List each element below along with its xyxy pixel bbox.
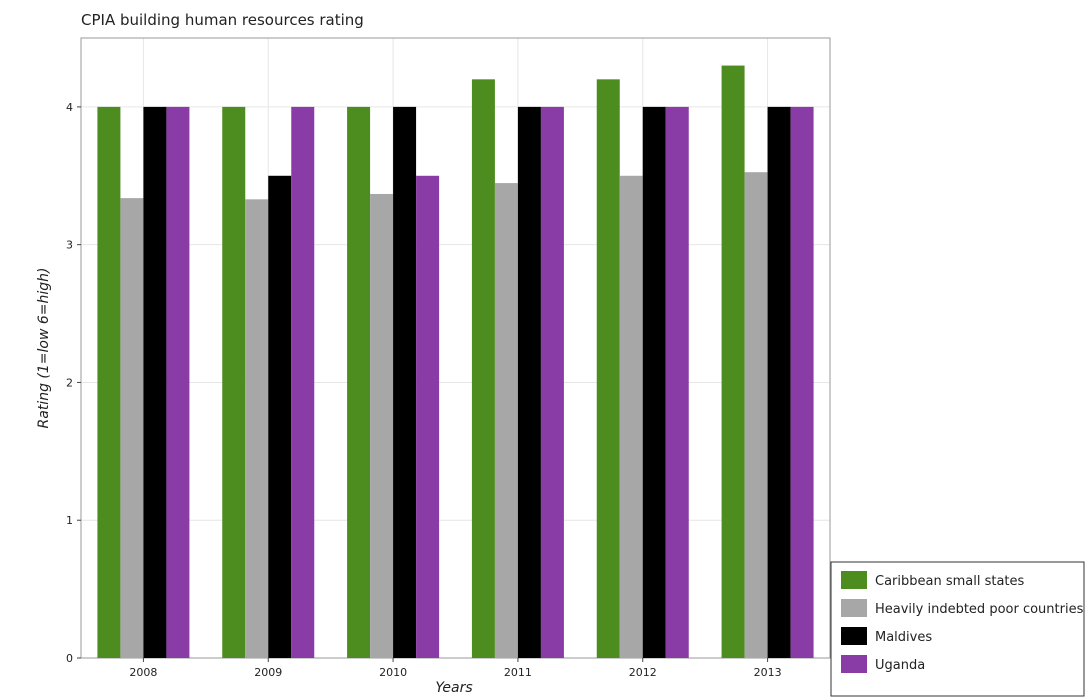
legend: Caribbean small states Heavily indebted p… — [830, 561, 1085, 697]
bar — [665, 106, 689, 658]
x-tick-label: 2010 — [379, 666, 407, 679]
plot-frame — [80, 37, 831, 659]
legend-swatch — [841, 599, 867, 617]
legend-swatch — [841, 571, 867, 589]
y-tick-label: 0 — [66, 652, 73, 665]
bar — [222, 106, 246, 658]
legend-label: Maldives — [875, 630, 932, 645]
bar — [619, 175, 643, 658]
x-tick-label: 2013 — [754, 666, 782, 679]
legend-label: Uganda — [875, 658, 925, 673]
bar — [540, 106, 564, 658]
chart-title: CPIA building human resources rating — [81, 11, 364, 29]
y-tick-label: 2 — [66, 376, 73, 389]
bar — [471, 79, 495, 659]
x-tick-label: 2008 — [129, 666, 157, 679]
legend-label: Caribbean small states — [875, 574, 1025, 589]
bar — [721, 65, 745, 659]
bar — [291, 106, 315, 658]
bar — [370, 193, 394, 658]
bar — [143, 106, 167, 658]
y-tick-label: 3 — [66, 239, 73, 252]
bar — [268, 175, 292, 658]
legend-box — [830, 561, 1085, 697]
bar — [120, 198, 144, 658]
bar — [97, 106, 121, 658]
grid-lines — [81, 38, 830, 659]
bar — [517, 106, 541, 658]
bar — [790, 106, 814, 658]
legend-swatch — [841, 627, 867, 645]
bar — [494, 183, 518, 658]
x-tick-label: 2011 — [504, 666, 532, 679]
x-axis-label: Years — [435, 680, 472, 696]
bar — [596, 79, 620, 659]
y-tick-label: 1 — [66, 514, 73, 527]
bar — [642, 106, 666, 658]
y-axis-label: Rating (1=low 6=high) — [36, 268, 52, 429]
bar — [767, 106, 791, 658]
bar — [416, 175, 440, 658]
x-tick-label: 2009 — [254, 666, 282, 679]
legend-label: Heavily indebted poor countries — [875, 602, 1084, 617]
bars — [97, 65, 814, 659]
bar — [245, 199, 269, 659]
bar — [744, 172, 768, 658]
x-tick-label: 2012 — [629, 666, 657, 679]
y-tick-label: 4 — [66, 101, 73, 114]
y-axis-ticks: 0 1 2 3 4 — [66, 101, 81, 665]
bar — [347, 106, 371, 658]
bar — [166, 106, 190, 658]
x-axis-ticks: 2008 2009 2010 2011 2012 2013 — [129, 658, 782, 679]
bar — [393, 106, 417, 658]
plot-border — [80, 37, 831, 659]
legend-swatch — [841, 655, 867, 673]
